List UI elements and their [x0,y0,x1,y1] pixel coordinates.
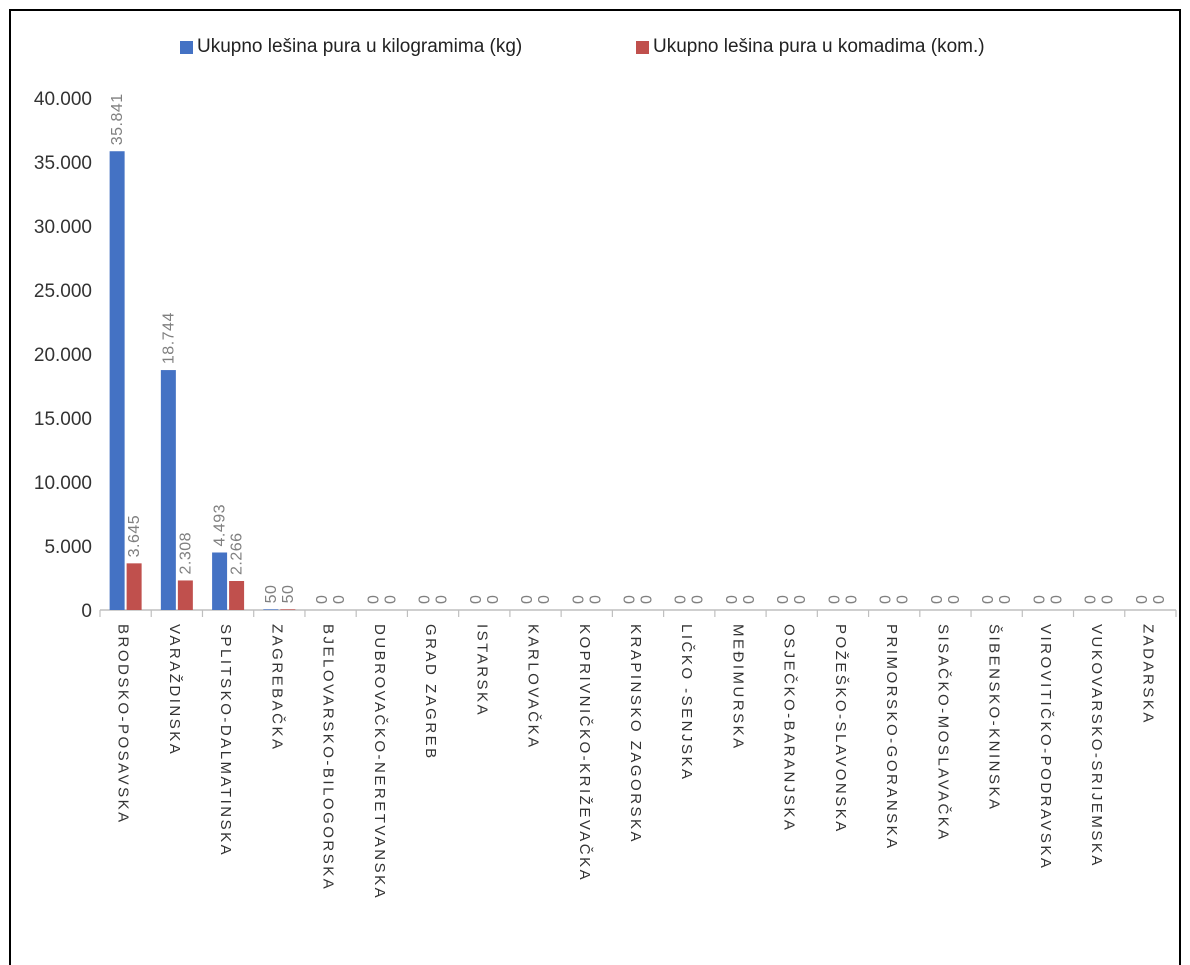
data-label-kg: 0 [980,595,997,604]
data-label-kom: 0 [997,595,1014,604]
bar-kg [212,552,228,610]
category-label: BRODSKO-POSAVSKA [115,624,132,825]
y-tick-label: 25.000 [34,281,92,302]
data-label-kom: 0 [1151,595,1168,604]
bar-kom [126,563,142,610]
category-label: LIČKO -SENJSKA [678,624,695,782]
data-label-kom: 50 [280,585,297,604]
data-label-kom: 0 [587,595,604,604]
data-label-kg: 0 [468,595,485,604]
bar-kom [177,580,193,610]
data-label-kom: 0 [1100,595,1117,604]
category-label: KOPRIVNIČKO-KRIŽEVAČKA [576,624,593,882]
y-tick-label: 40.000 [34,89,92,110]
data-label-kg: 0 [724,595,741,604]
legend-label-kg: Ukupno lešina pura u kilogramima (kg) [197,36,523,57]
category-label: SPLITSKO-DALMATINSKA [217,624,234,857]
data-label-kg: 0 [1031,595,1048,604]
bar-kg [263,609,279,610]
legend-item-kom: Ukupno lešina pura u komadima (kom.) [636,36,985,58]
category-label: VARAŽDINSKA [166,624,183,756]
category-label: PRIMORSKO-GORANSKA [883,624,900,851]
legend-item-kg: Ukupno lešina pura u kilogramima (kg) [180,36,522,58]
data-label-kg: 0 [622,595,639,604]
data-label-kg: 0 [365,595,382,604]
data-label-kom: 0 [1048,595,1065,604]
data-label-kom: 0 [690,595,707,604]
data-label-kom: 0 [792,595,809,604]
data-label-kg: 0 [826,595,843,604]
category-label: GRAD ZAGREB [422,624,439,761]
data-label-kg: 0 [673,595,690,604]
data-label-kg: 0 [1134,595,1151,604]
legend-swatch-kom [636,40,649,54]
category-label: SISAČKO-MOSLAVAČKA [934,624,951,842]
data-label-kom: 3.645 [126,515,143,558]
legend: Ukupno lešina pura u kilogramima (kg) Uk… [0,36,1190,62]
y-tick-label: 15.000 [34,409,92,430]
y-tick-label: 10.000 [34,473,92,494]
bar-kom [229,580,245,610]
category-label: ISTARSKA [473,624,490,717]
data-label-kg: 0 [314,595,331,604]
category-label: KARLOVAČKA [525,624,542,750]
legend-label-kom: Ukupno lešina pura u komadima (kom.) [653,36,985,57]
category-label: MEĐIMURSKA [729,624,746,751]
data-label-kom: 0 [843,595,860,604]
category-label: OSJEČKO-BARANJSKA [781,624,798,832]
category-label: DUBROVAČKO-NERETVANSKA [371,624,388,900]
category-label: ZAGREBAČKA [268,624,285,752]
data-label-kom: 0 [741,595,758,604]
y-tick-label: 30.000 [34,217,92,238]
data-label-kg: 0 [570,595,587,604]
category-label: VUKOVARSKO-SRIJEMSKA [1088,624,1105,868]
category-label: ŠIBENSKO-KNINSKA [986,624,1003,812]
data-label-kg: 0 [417,595,434,604]
data-label-kom: 0 [434,595,451,604]
y-tick-label: 5.000 [44,537,92,558]
data-label-kom: 0 [331,595,348,604]
data-label-kom: 2.266 [229,532,246,575]
data-label-kom: 0 [382,595,399,604]
y-tick-label: 20.000 [34,345,92,366]
data-label-kg: 0 [929,595,946,604]
category-label: BJELOVARSKO-BILOGORSKA [320,624,337,891]
bar-kg [109,151,125,610]
data-label-kg: 0 [878,595,895,604]
data-label-kg: 35.841 [109,93,126,145]
category-label: KRAPINSKO ZAGORSKA [627,624,644,844]
y-tick-label: 0 [81,601,92,622]
data-label-kom: 0 [485,595,502,604]
data-label-kom: 0 [536,595,553,604]
data-label-kg: 4.493 [212,504,229,547]
category-label: VIROVITIČKO-PODRAVSKA [1037,624,1054,870]
data-label-kg: 0 [519,595,536,604]
data-label-kg: 0 [775,595,792,604]
y-tick-label: 35.000 [34,153,92,174]
chart-frame [9,9,1181,965]
category-label: POŽEŠKO-SLAVONSKA [832,624,849,834]
data-label-kg: 0 [1083,595,1100,604]
data-label-kg: 50 [263,585,280,604]
data-label-kom: 0 [895,595,912,604]
legend-swatch-kg [180,40,193,54]
data-label-kom: 0 [946,595,963,604]
bar-kg [160,370,176,610]
data-label-kom: 2.308 [177,532,194,575]
data-label-kg: 18.744 [160,312,177,364]
data-label-kom: 0 [639,595,656,604]
category-label: ZADARSKA [1139,624,1156,725]
bar-kom [280,609,296,610]
